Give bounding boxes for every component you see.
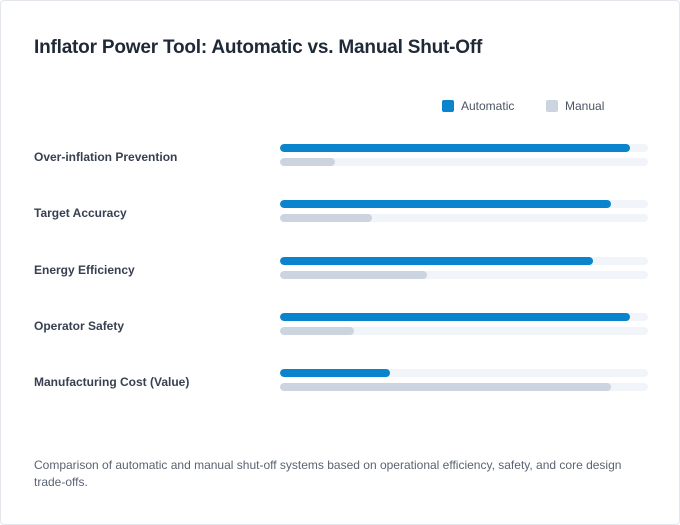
chart-row: Manufacturing Cost (Value) — [1, 369, 679, 399]
legend-item-manual: Manual — [546, 99, 604, 113]
bar-track-manual — [280, 270, 648, 279]
bar-manual — [280, 158, 336, 166]
bar-track-automatic — [280, 369, 648, 378]
bar-manual — [280, 326, 354, 335]
category-label: Operator Safety — [34, 318, 125, 333]
legend-label-manual: Manual — [565, 99, 605, 113]
chart-row: Over-inflation Prevention — [1, 144, 679, 174]
bar-manual — [280, 214, 372, 223]
bar-track-automatic — [280, 312, 648, 321]
category-label: Target Accuracy — [34, 206, 127, 221]
bar-automatic — [280, 256, 593, 265]
legend-swatch-automatic — [442, 100, 454, 112]
bar-track-automatic — [280, 144, 648, 152]
chart-caption: Comparison of automatic and manual shut-… — [34, 458, 622, 489]
bar-manual — [280, 383, 612, 392]
category-label: Manufacturing Cost (Value) — [34, 375, 190, 390]
legend-label-automatic: Automatic — [461, 99, 515, 113]
bar-track-manual — [280, 383, 648, 392]
bar-track-manual — [280, 214, 648, 223]
bar-track-automatic — [280, 200, 648, 209]
chart-row: Target Accuracy — [1, 200, 679, 230]
bar-automatic — [280, 200, 612, 209]
bar-track-automatic — [280, 256, 648, 265]
bar-manual — [280, 270, 428, 279]
chart-title: Inflator Power Tool: Automatic vs. Manua… — [34, 37, 483, 58]
chart-row: Energy Efficiency — [1, 256, 679, 287]
bar-automatic — [280, 369, 391, 378]
chart-row: Operator Safety — [1, 312, 679, 343]
category-label: Over-inflation Prevention — [34, 150, 178, 164]
legend-swatch-manual — [546, 100, 558, 112]
bar-track-manual — [280, 158, 648, 166]
bar-automatic — [280, 312, 630, 321]
bar-automatic — [280, 144, 630, 152]
legend-item-automatic: Automatic — [442, 99, 514, 113]
category-label: Energy Efficiency — [34, 262, 135, 277]
bar-track-manual — [280, 326, 648, 335]
